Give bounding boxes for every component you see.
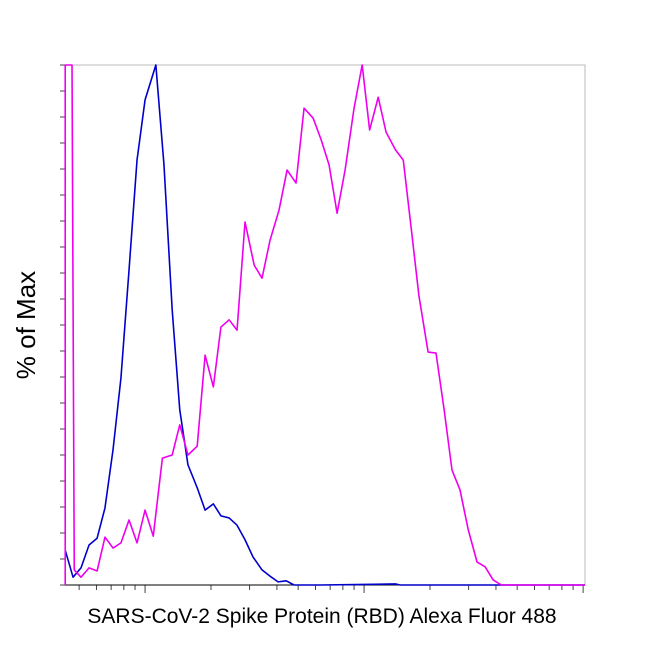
y-axis-label: % of Max — [11, 271, 41, 379]
plot-frame — [64, 64, 586, 586]
x-axis-label: SARS-CoV-2 Spike Protein (RBD) Alexa Flu… — [87, 605, 556, 628]
histogram-line — [64, 64, 585, 586]
histogram-line — [64, 64, 585, 586]
